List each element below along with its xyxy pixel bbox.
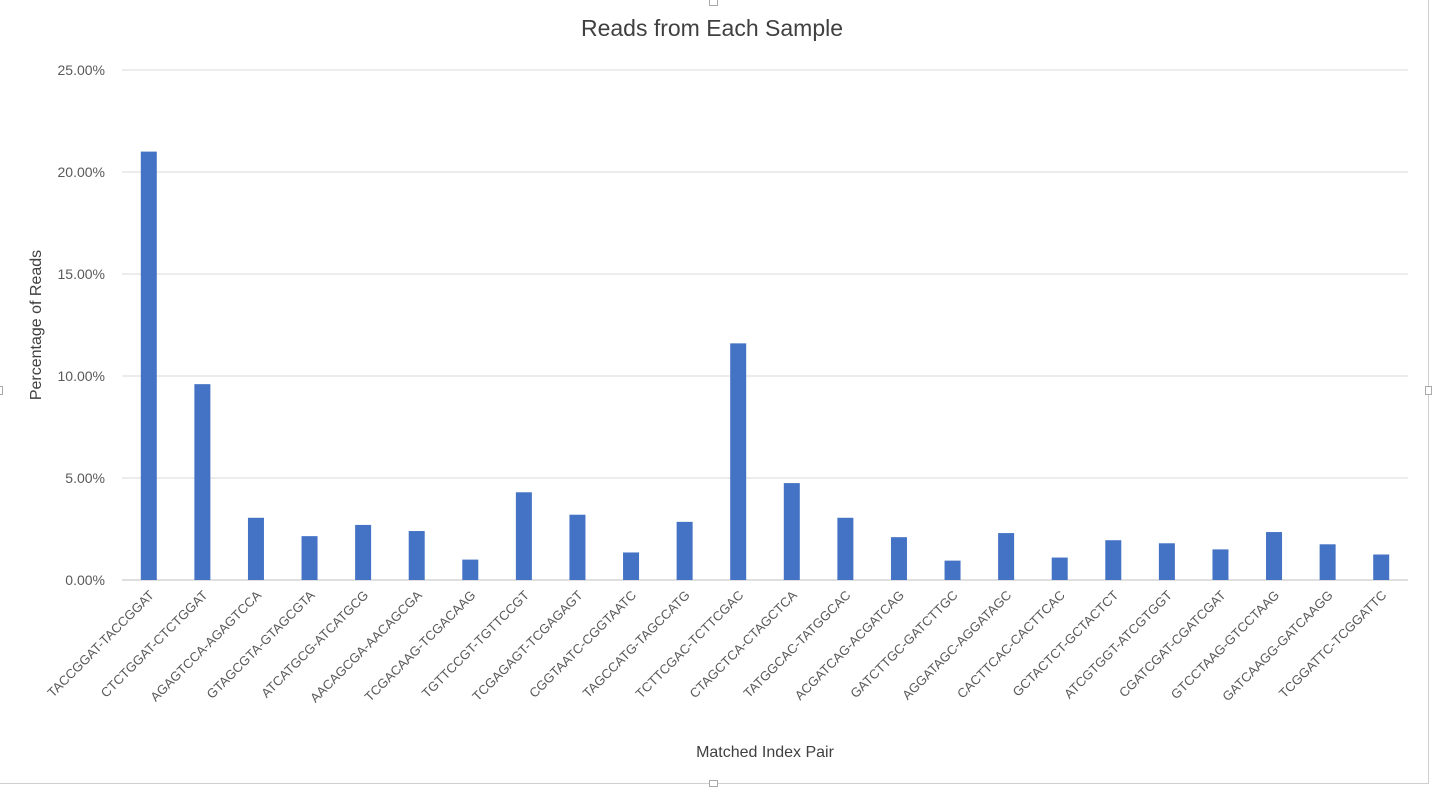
x-tick-label: TCGGATTC-TCGGATTC: [1276, 588, 1389, 701]
resize-handle-right[interactable]: [1425, 386, 1432, 395]
x-tick-label: TACCGGAT-TACCGGAT: [44, 587, 157, 700]
x-tick-label: TAGCCATG-TAGCCATG: [580, 588, 693, 701]
resize-handle-top[interactable]: [709, 0, 718, 6]
y-tick-label: 5.00%: [65, 470, 105, 486]
bar: [1158, 543, 1175, 580]
bar: [730, 343, 747, 580]
x-tick-label: TATGGCAC-TATGGCAC: [740, 588, 853, 701]
x-axis-label: Matched Index Pair: [696, 744, 835, 761]
bar: [569, 514, 586, 580]
x-tick-label: GTAGCGTA-GTAGCGTA: [204, 587, 318, 701]
bar: [890, 537, 907, 580]
bar: [1266, 532, 1283, 580]
x-tick-label: CGGTAATC-CGGTAATC: [526, 588, 639, 701]
y-tick-label: 0.00%: [65, 572, 105, 588]
x-tick-label: GATCTTGC-GATCTTGC: [847, 588, 960, 701]
y-tick-label: 15.00%: [58, 266, 105, 282]
x-tick-label: ATCATGCG-ATCATGCG: [258, 588, 371, 701]
bar: [1373, 554, 1390, 580]
x-tick-label: GATCAAGG-GATCAAGG: [1219, 588, 1336, 705]
x-tick-label: AGAGTCCA-AGAGTCCA: [147, 587, 264, 704]
bar: [408, 531, 425, 580]
x-axis-tick-labels: TACCGGAT-TACCGGATCTCTGGAT-CTCTGGATAGAGTC…: [44, 587, 1389, 705]
bar: [1051, 557, 1068, 580]
bar: [515, 492, 532, 580]
bar: [301, 536, 318, 580]
x-tick-label: CACTTCAC-CACTTCAC: [954, 588, 1068, 702]
y-tick-label: 20.00%: [58, 164, 105, 180]
bar: [944, 560, 961, 580]
y-tick-label: 25.00%: [58, 62, 105, 78]
y-tick-label: 10.00%: [58, 368, 105, 384]
bar: [837, 517, 854, 580]
bar: [355, 524, 372, 580]
bar: [623, 552, 640, 580]
x-tick-label: CTCTGGAT-CTCTGGAT: [98, 587, 211, 700]
bar: [998, 533, 1015, 580]
x-tick-label: AACAGCGA-AACAGCGA: [307, 587, 425, 705]
x-tick-label: TCGAGAGT-TCGAGAGT: [469, 587, 585, 703]
bars: [140, 151, 1390, 580]
x-tick-label: GCTACTCT-GCTACTCT: [1010, 587, 1122, 699]
resize-handle-left[interactable]: [0, 386, 3, 395]
bar: [1212, 549, 1229, 580]
bar: [247, 517, 264, 580]
y-axis-tick-labels: 0.00% 5.00% 10.00% 15.00% 20.00% 25.00%: [58, 62, 105, 588]
x-tick-label: ATCGTGGT-ATCGTGGT: [1061, 587, 1175, 701]
bar: [676, 521, 693, 580]
x-tick-label: CGATCGAT-CGATCGAT: [1116, 587, 1229, 700]
bar: [783, 483, 800, 580]
x-tick-label: TGTTCCGT-TGTTCCGT: [419, 587, 532, 700]
x-tick-label: AGGATAGC-AGGATAGC: [899, 588, 1014, 703]
y-axis-label: Percentage of Reads: [28, 250, 45, 400]
bar: [140, 151, 157, 580]
bar: [462, 559, 479, 580]
x-tick-label: CTAGCTCA-CTAGCTCA: [686, 587, 800, 701]
bar: [1105, 540, 1122, 580]
chart-title: Reads from Each Sample: [581, 15, 843, 41]
bar: [1319, 544, 1336, 580]
gridlines: [122, 69, 1408, 581]
bar: [194, 384, 211, 580]
x-tick-label: TCGACAAG-TCGACAAG: [362, 588, 479, 705]
x-tick-label: ACGATCAG-ACGATCAG: [792, 588, 907, 703]
x-tick-label: GTCCTAAG-GTCCTAAG: [1168, 588, 1282, 702]
x-tick-label: TCTTCGAC-TCTTCGAC: [633, 588, 747, 702]
